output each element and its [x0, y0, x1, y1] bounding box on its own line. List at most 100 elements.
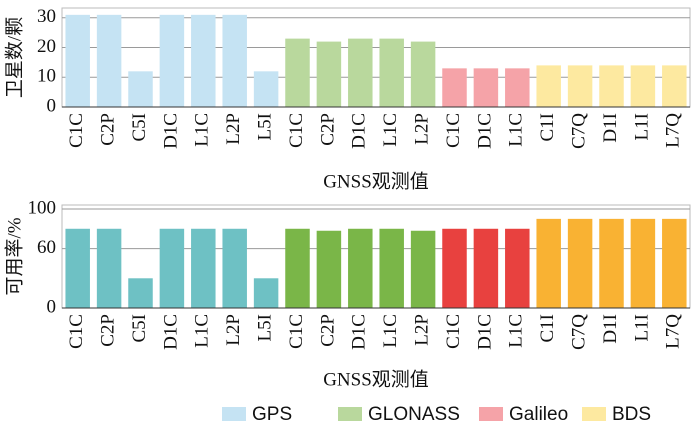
x-tick-label: L7Q: [663, 314, 684, 349]
bar: [253, 278, 279, 308]
x-tick-label: L2P: [411, 314, 432, 346]
y-tick-label: 10: [37, 66, 56, 87]
x-tick-label: D1I: [600, 314, 621, 344]
bar: [536, 218, 561, 308]
x-tick-label: C2P: [97, 113, 118, 146]
x-tick-label: C7Q: [568, 314, 589, 350]
bar: [222, 14, 247, 108]
bar: [96, 14, 122, 108]
bar: [285, 38, 310, 107]
x-axis-title: GNSS观测值: [323, 170, 429, 192]
legend-label: BDS: [612, 404, 651, 425]
legend-label: GPS: [252, 404, 292, 425]
bar: [662, 218, 687, 308]
y-tick-label: 100: [28, 197, 57, 218]
legend-swatch: [479, 407, 503, 421]
bar: [253, 71, 279, 107]
bar: [599, 65, 624, 107]
bar: [442, 228, 467, 308]
x-tick-label: C1C: [443, 314, 464, 349]
plot-frame: [61, 204, 691, 309]
bar: [379, 228, 404, 308]
x-tick-label: C5I: [129, 314, 150, 343]
bar: [505, 228, 530, 308]
x-tick-label: D1I: [600, 113, 621, 143]
x-tick-label: L5I: [254, 113, 275, 140]
x-tick-label: C1C: [286, 314, 307, 349]
bar: [159, 14, 185, 108]
bar: [285, 228, 310, 308]
bar: [630, 65, 656, 107]
bar: [567, 218, 593, 308]
bar: [473, 228, 499, 308]
x-tick-label: D1C: [474, 113, 495, 149]
x-tick-label: L2P: [223, 314, 244, 346]
bar: [442, 68, 467, 107]
plot-frame: [61, 7, 691, 108]
bar: [316, 230, 342, 308]
legend-swatch: [222, 407, 246, 421]
bar: [410, 41, 436, 108]
x-tick-label: L5I: [254, 314, 275, 341]
x-tick-label: L2P: [411, 113, 432, 145]
legend-swatch: [338, 407, 362, 421]
bar: [191, 14, 216, 108]
x-tick-label: L1I: [631, 113, 652, 140]
bar: [662, 65, 687, 107]
legend-label: Galileo: [509, 404, 568, 425]
bar: [599, 218, 624, 308]
x-tick-label: L1C: [380, 113, 401, 147]
x-tick-label: D1C: [160, 314, 181, 350]
bar: [536, 65, 561, 107]
x-tick-label: C1C: [286, 113, 307, 148]
y-tick-label: 30: [37, 6, 56, 27]
y-tick-label: 0: [47, 296, 57, 317]
y-tick-label: 20: [37, 36, 56, 57]
bar: [348, 228, 373, 308]
bar: [630, 218, 656, 308]
bar: [96, 228, 122, 308]
y-axis-title: 可用率/%: [3, 217, 25, 295]
x-tick-label: C2P: [317, 314, 338, 347]
x-tick-label: C7Q: [568, 113, 589, 149]
x-tick-label: C2P: [97, 314, 118, 347]
x-tick-label: C1C: [66, 113, 87, 148]
x-axis-title: GNSS观测值: [323, 368, 429, 390]
y-tick-label: 0: [47, 95, 57, 116]
x-tick-label: C1C: [66, 314, 87, 349]
legend-swatch: [582, 407, 606, 421]
bar: [191, 228, 216, 308]
x-tick-label: C5I: [129, 113, 150, 142]
x-tick-label: L1I: [631, 314, 652, 341]
x-tick-label: L1C: [192, 314, 213, 348]
x-tick-label: C1C: [443, 113, 464, 148]
x-tick-label: C1I: [537, 314, 558, 343]
bar: [159, 228, 185, 308]
bar: [473, 68, 499, 107]
x-tick-label: L1C: [506, 314, 527, 348]
x-tick-label: L1C: [506, 113, 527, 147]
bar: [316, 41, 342, 108]
bar: [65, 228, 90, 308]
x-tick-label: D1C: [349, 113, 370, 149]
x-tick-label: D1C: [474, 314, 495, 350]
x-tick-label: L7Q: [663, 113, 684, 148]
bar: [348, 38, 373, 107]
bar: [410, 230, 436, 308]
x-tick-label: L2P: [223, 113, 244, 145]
y-tick-label: 60: [37, 237, 56, 258]
x-tick-label: C1I: [537, 113, 558, 142]
x-tick-label: D1C: [160, 113, 181, 149]
x-tick-label: L1C: [380, 314, 401, 348]
x-tick-label: L1C: [192, 113, 213, 147]
bar: [567, 65, 593, 107]
y-axis-title: 卫星数/颗: [3, 17, 25, 98]
bar: [128, 71, 153, 107]
legend-label: GLONASS: [368, 404, 460, 425]
bar: [128, 278, 153, 308]
x-tick-label: C2P: [317, 113, 338, 146]
bar: [222, 228, 247, 308]
bar: [379, 38, 404, 107]
bar: [65, 14, 90, 108]
